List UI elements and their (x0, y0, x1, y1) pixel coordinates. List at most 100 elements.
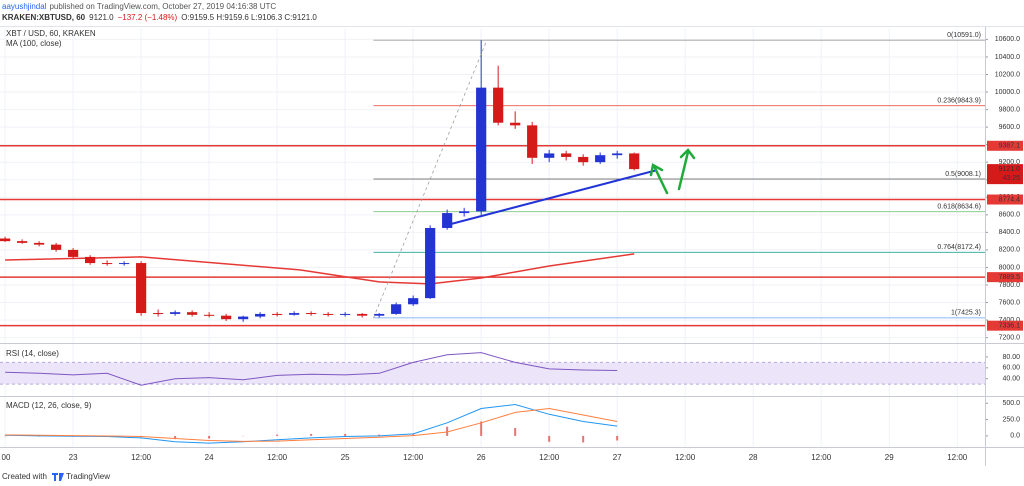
footer-brand[interactable]: TradingView (66, 472, 110, 481)
candle-body (561, 153, 572, 157)
x-tick-label: 26 (477, 453, 486, 462)
macd-histogram-bar (616, 435, 619, 441)
y-tick-label: 7800.0 (999, 282, 1021, 289)
candle-body (187, 312, 198, 315)
x-tick-label: 12:00 (403, 453, 424, 462)
candle-body (391, 304, 402, 314)
level-tag-label: 8774.4 (999, 196, 1021, 203)
candle-body (0, 238, 11, 242)
macd-histogram-bar (480, 421, 483, 436)
y-tick-label: 250.0 (1002, 416, 1020, 423)
candle-body (595, 155, 606, 163)
fib-label: 0.618(8634.6) (937, 204, 981, 211)
candle-body (442, 213, 453, 228)
pane-title: XBT / USD, 60, KRAKEN (6, 29, 96, 38)
candle-body (238, 316, 249, 320)
level-tag (987, 140, 1023, 151)
level-tag (987, 272, 1023, 283)
author[interactable]: aayushjindal (2, 2, 47, 11)
y-tick-label: 8200.0 (999, 247, 1021, 254)
brand-logo[interactable] (52, 473, 64, 481)
level-tag-label: 7889.5 (999, 274, 1021, 281)
fib-label: 0.5(9008.1) (945, 171, 981, 178)
candle-body (425, 227, 436, 299)
candle-body (68, 249, 79, 257)
ohlc: O:9159.5 H:9159.6 L:9106.3 C:9121.0 (181, 13, 317, 22)
symbol: KRAKEN:XBTUSD, 60 (2, 13, 86, 22)
series-legend: MA (100, close) (6, 39, 62, 48)
candle-body (221, 315, 232, 320)
y-tick-label: 8600.0 (999, 212, 1021, 219)
fib-label: 0(10591.0) (947, 32, 981, 39)
header-line-1: aayushjindal published on TradingView.com… (2, 2, 276, 11)
ma-line (5, 253, 635, 285)
candle-body (306, 313, 317, 315)
rsi-band (0, 362, 985, 385)
macd-histogram-bar (412, 434, 415, 436)
x-tick-label: 12:00 (131, 453, 152, 462)
trend-line (446, 169, 658, 226)
macd-histogram-bar (310, 433, 313, 436)
x-tick-label: 25 (341, 453, 350, 462)
y-tick-label: 500.0 (1002, 400, 1020, 407)
candle-body (357, 313, 368, 316)
y-tick-label: 9600.0 (999, 124, 1021, 131)
candle-body (34, 242, 45, 245)
candle-body (153, 313, 164, 315)
candle-body (578, 156, 589, 163)
x-tick-label: 12:00 (539, 453, 560, 462)
y-tick-label: 7200.0 (999, 334, 1021, 341)
level-tag (987, 194, 1023, 205)
x-tick-label: 27 (613, 453, 622, 462)
y-tick-label: 8400.0 (999, 229, 1021, 236)
pane-title: MACD (12, 26, close, 9) (6, 401, 92, 410)
candle-body (136, 263, 147, 314)
y-tick-label: 9200.0 (999, 159, 1021, 166)
macd-histogram-bar (208, 435, 211, 439)
y-tick-label: 9800.0 (999, 106, 1021, 113)
x-tick-label: 24 (205, 453, 214, 462)
level-tag-label: 7336.1 (999, 323, 1021, 330)
candle-body (17, 241, 28, 243)
y-tick-label: 10000.0 (995, 89, 1020, 96)
countdown: 43:25 (1002, 175, 1020, 182)
candle-body (629, 153, 640, 170)
y-tick-label: 60.00 (1002, 365, 1020, 372)
candle-body (476, 87, 487, 212)
candle-body (544, 153, 555, 158)
x-tick-label: 12:00 (267, 453, 288, 462)
candle-body (204, 314, 215, 316)
arrow-shaft (677, 150, 690, 191)
y-tick-label: 10600.0 (995, 36, 1020, 43)
candle-body (527, 125, 538, 158)
x-tick-label: 00 (2, 453, 11, 462)
x-tick-label: 12:00 (811, 453, 832, 462)
candle-body (102, 263, 113, 265)
header-line-2: KRAKEN:XBTUSD, 60 9121.0 −137.2 (−1.48%) O:… (2, 13, 317, 22)
candle-body (119, 263, 130, 265)
y-tick-label: 10400.0 (995, 54, 1020, 61)
y-tick-label: 7600.0 (999, 299, 1021, 306)
signal-line (5, 407, 618, 442)
arrow-shaft (652, 164, 669, 195)
fib-label: 0.764(8172.4) (937, 244, 981, 251)
pane-title: RSI (14, close) (6, 349, 59, 358)
x-tick-label: 29 (885, 453, 894, 462)
x-tick-label: 28 (749, 453, 758, 462)
y-tick-label: 10200.0 (995, 71, 1020, 78)
y-tick-label: 0.0 (1010, 433, 1020, 440)
green-arrows (649, 148, 696, 195)
candle-body (51, 244, 62, 250)
macd-histogram-bar (446, 426, 449, 436)
panes: 00 23 12:00 24 12:00 25 12:00 26 12:00 27 12:00 28 1… (0, 28, 1023, 462)
dashed-fib-trend (373, 40, 488, 319)
y-tick-label: 40.00 (1002, 376, 1020, 383)
candle-body (323, 313, 334, 315)
fib-label: 0.236(9843.9) (937, 98, 981, 105)
candle-body (493, 87, 504, 123)
macd-histogram-bar (174, 435, 177, 440)
candle-body (408, 298, 419, 305)
y-tick-label: 7400.0 (999, 317, 1021, 324)
fib-label: 1(7425.3) (951, 310, 981, 317)
